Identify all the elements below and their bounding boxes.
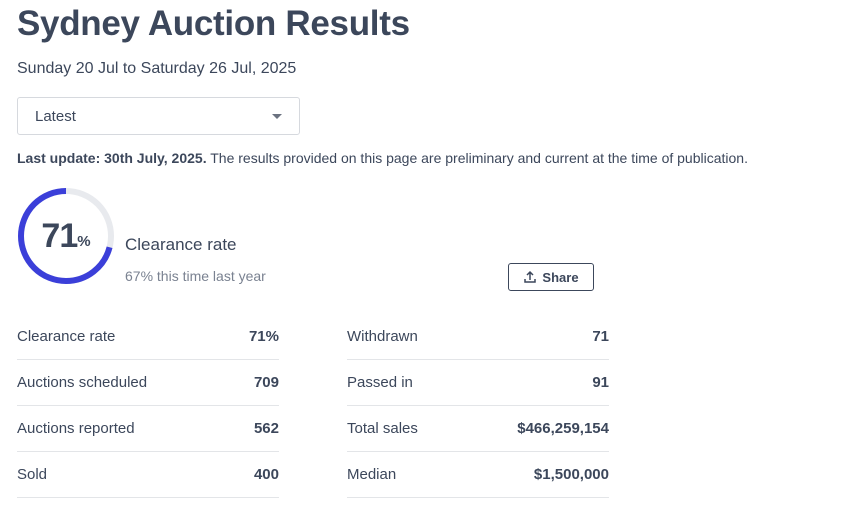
clearance-gauge xyxy=(18,188,114,284)
stat-value: 562 xyxy=(253,420,279,437)
stat-value: 91 xyxy=(592,374,609,391)
stat-label: Sold xyxy=(17,466,48,483)
stat-row: Auctions reported 562 xyxy=(17,406,279,452)
chevron-down-icon xyxy=(272,114,282,119)
period-select-value: Latest xyxy=(35,107,76,125)
stat-row: Median $1,500,000 xyxy=(347,452,609,498)
stat-label: Median xyxy=(347,466,397,483)
stat-row: Passed in 91 xyxy=(347,360,609,406)
stat-row: Clearance rate 71% xyxy=(17,314,279,360)
last-update-notice: Last update: 30th July, 2025. The result… xyxy=(17,150,748,166)
clearance-prior-year: 67% this time last year xyxy=(125,268,266,284)
stat-value: 709 xyxy=(253,374,279,391)
gauge-fill xyxy=(18,188,114,284)
stat-row: Total sales $466,259,154 xyxy=(347,406,609,452)
stats-table-right: Withdrawn 71 Passed in 91 Total sales $4… xyxy=(347,314,609,498)
last-update-label: Last update: 30th July, 2025. xyxy=(17,150,207,166)
stat-label: Passed in xyxy=(347,374,413,391)
stat-label: Total sales xyxy=(347,420,418,437)
stat-row: Auctions scheduled 709 xyxy=(17,360,279,406)
stat-label: Auctions reported xyxy=(17,420,135,437)
stat-value: 71% xyxy=(248,328,279,345)
gauge-number: 71 xyxy=(41,216,78,255)
stat-row: Sold 400 xyxy=(17,452,279,498)
share-upload-icon xyxy=(524,270,537,283)
period-select[interactable]: Latest xyxy=(17,97,300,135)
last-update-note: The results provided on this page are pr… xyxy=(206,150,748,166)
stat-label: Auctions scheduled xyxy=(17,374,148,391)
stat-row: Withdrawn 71 xyxy=(347,314,609,360)
stat-label: Clearance rate xyxy=(17,328,116,345)
share-label: Share xyxy=(542,269,579,285)
stat-label: Withdrawn xyxy=(347,328,418,345)
stat-value: 400 xyxy=(253,466,279,483)
gauge-value: 71% xyxy=(16,186,116,286)
stat-value: $1,500,000 xyxy=(533,466,609,483)
gauge-percent-sign: % xyxy=(77,232,91,250)
stats-table-left: Clearance rate 71% Auctions scheduled 70… xyxy=(17,314,279,498)
date-range: Sunday 20 Jul to Saturday 26 Jul, 2025 xyxy=(17,60,297,77)
stat-value: 71 xyxy=(592,328,609,345)
clearance-rate-label: Clearance rate xyxy=(125,235,237,254)
share-button[interactable]: Share xyxy=(508,263,594,291)
stat-value: $466,259,154 xyxy=(517,420,609,437)
page-title: Sydney Auction Results xyxy=(17,4,410,43)
